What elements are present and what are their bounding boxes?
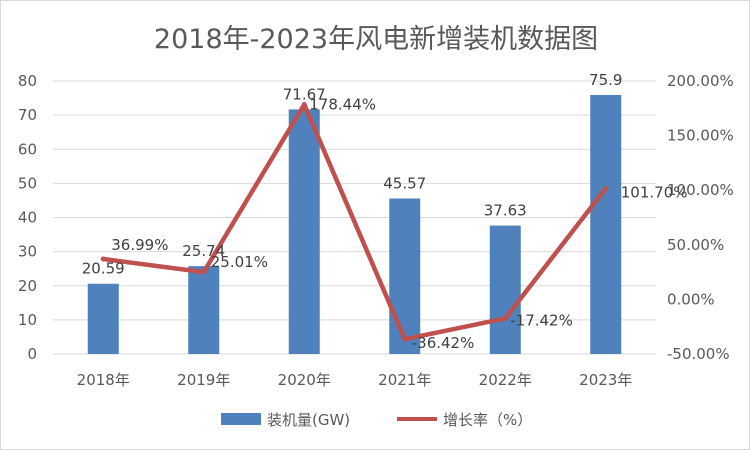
bar-value-label: 20.59 [82, 260, 125, 278]
legend-bar-swatch [221, 413, 261, 425]
growth-point [502, 315, 508, 321]
right-tick-label: 100.00% [667, 181, 734, 199]
growth-line [101, 102, 608, 342]
left-tick-label: 20 [18, 277, 37, 295]
bar [87, 283, 119, 354]
right-axis: -50.00% 0.00% 50.00% 100.00% 150.00% 200.00% [667, 72, 734, 363]
line-value-label: 25.01% [211, 253, 268, 271]
bar [489, 225, 521, 354]
line-value-label: 36.99% [111, 236, 168, 254]
line-value-label: -36.42% [412, 334, 475, 352]
line-series [100, 102, 609, 342]
bar [288, 109, 320, 355]
legend-bar-label: 装机量(GW) [267, 411, 350, 429]
left-tick-label: 40 [18, 209, 37, 227]
line-value-label: 101.70% [621, 183, 688, 201]
growth-point [100, 256, 106, 262]
x-tick-label: 2020年 [278, 371, 331, 389]
left-axis: 0 10 20 30 40 50 60 70 80 [18, 72, 37, 363]
right-tick-label: 50.00% [667, 236, 724, 254]
bar [188, 266, 220, 354]
bar-value-label: 75.9 [589, 71, 622, 89]
growth-point [201, 269, 207, 275]
bar-series [87, 94, 622, 355]
right-tick-label: 200.00% [667, 72, 734, 90]
growth-point [402, 336, 408, 342]
x-tick-label: 2018年 [77, 371, 130, 389]
chart-title: 2018年-2023年风电新增装机数据图 [154, 24, 598, 55]
bar-data-labels: 20.59 25.74 71.67 45.57 37.63 75.9 [82, 71, 623, 278]
left-tick-label: 10 [18, 311, 37, 329]
bar-value-label: 45.57 [383, 174, 426, 192]
bar-value-label: 25.74 [182, 242, 225, 260]
right-tick-label: 150.00% [667, 127, 734, 145]
growth-point [603, 185, 609, 191]
left-tick-label: 30 [18, 243, 37, 261]
right-tick-label: 0.00% [667, 290, 715, 308]
left-tick-label: 70 [18, 106, 37, 124]
bar [590, 94, 622, 355]
x-tick-label: 2022年 [479, 371, 532, 389]
x-tick-label: 2023年 [579, 371, 632, 389]
x-axis: 2018年 2019年 2020年 2021年 2022年 2023年 [77, 371, 633, 389]
left-tick-label: 50 [18, 174, 37, 192]
bar-value-label: 71.67 [283, 85, 326, 103]
bar-value-label: 37.63 [484, 202, 527, 220]
bar [389, 198, 421, 354]
left-tick-label: 60 [18, 140, 37, 158]
left-tick-label: 0 [27, 345, 37, 363]
x-tick-label: 2021年 [378, 371, 431, 389]
left-tick-label: 80 [18, 72, 37, 90]
line-value-label: -17.42% [510, 311, 573, 329]
x-tick-label: 2019年 [177, 371, 230, 389]
legend: 装机量(GW) 增长率（%） [221, 411, 532, 429]
line-data-labels: 36.99% 25.01% 178.44% -36.42% -17.42% 101.70% [111, 96, 687, 353]
right-tick-label: -50.00% [667, 345, 730, 363]
line-value-label: 178.44% [309, 96, 376, 114]
legend-line-label: 增长率（%） [443, 411, 532, 429]
growth-point [301, 102, 307, 108]
